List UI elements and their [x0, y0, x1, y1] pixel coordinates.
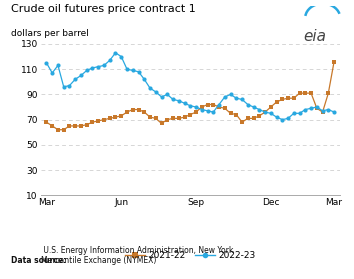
2022-23: [326, 108, 331, 111]
Text: Data source:: Data source:: [11, 256, 66, 265]
2022-23: [257, 108, 261, 111]
2022-23: [108, 59, 112, 62]
2022-23: [280, 118, 285, 121]
2021-22: [332, 60, 336, 63]
2021-22: [113, 116, 118, 119]
Text: eia: eia: [304, 28, 326, 44]
2022-23: [44, 61, 48, 64]
Line: 2022-23: 2022-23: [44, 51, 336, 122]
2022-23: [142, 78, 147, 81]
2021-22: [257, 114, 261, 117]
2022-23: [240, 98, 244, 101]
Line: 2021-22: 2021-22: [44, 59, 336, 132]
2022-23: [136, 70, 141, 73]
2021-22: [56, 128, 60, 131]
2021-22: [142, 110, 147, 114]
2022-23: [113, 51, 118, 54]
Legend: 2021-22, 2022-23: 2021-22, 2022-23: [125, 251, 256, 260]
2022-23: [332, 110, 336, 114]
Text: U.S. Energy Information Administration, New York
Mercantile Exchange (NYMEX): U.S. Energy Information Administration, …: [41, 246, 233, 265]
2021-22: [326, 92, 331, 95]
Text: Crude oil futures price contract 1: Crude oil futures price contract 1: [11, 4, 195, 14]
Text: dollars per barrel: dollars per barrel: [11, 29, 88, 38]
2021-22: [44, 121, 48, 124]
2021-22: [240, 121, 244, 124]
2021-22: [136, 108, 141, 111]
